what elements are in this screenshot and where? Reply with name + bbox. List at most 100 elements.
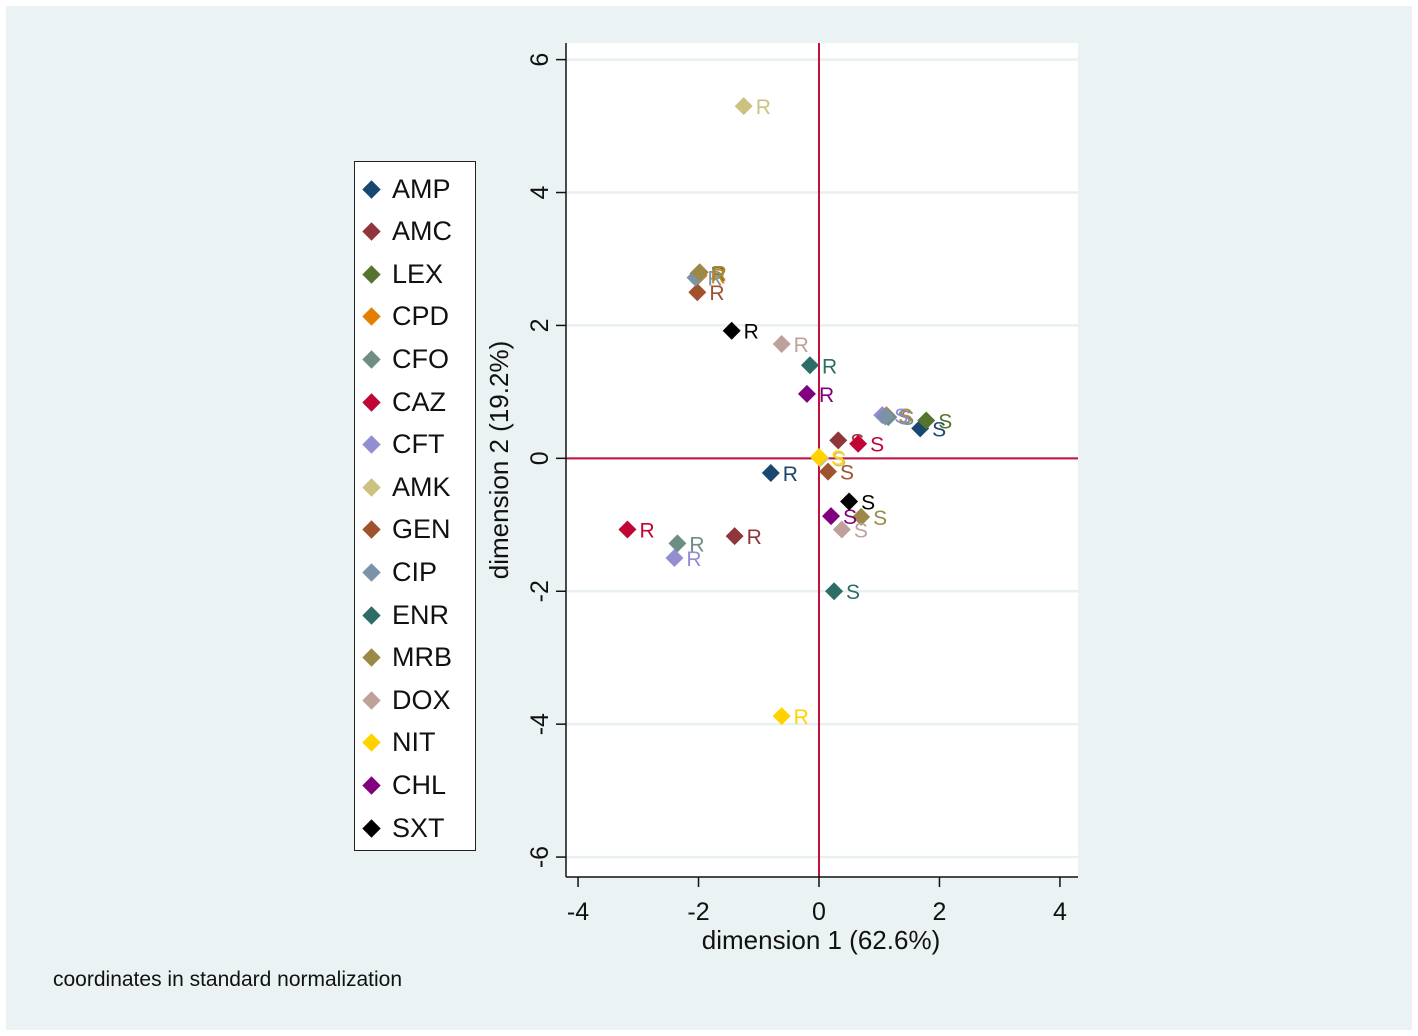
legend-label: LEX [392,258,444,289]
point-label-cip-r: R [708,268,723,291]
point-label-enr-s: S [846,581,860,604]
point-nit-s [809,448,828,467]
legend-item-sxt: SXT [361,813,445,843]
legend-marker [362,818,381,838]
point-cft-r [665,549,684,568]
point-dox-r [772,335,791,354]
point-label-lex-s: S [938,410,952,433]
point-label-caz-s: S [870,434,884,457]
legend-label: CPD [392,301,450,332]
point-lex-s [917,411,936,430]
point-label-mrb-r: R [712,262,727,285]
legend-item-amk: AMK [361,472,451,502]
legend-marker [362,435,381,454]
y-tick-label: 0 [526,451,554,465]
point-caz-r [618,520,637,539]
legend-item-amp: AMP [361,174,451,204]
point-label-chl-s: S [843,506,857,529]
legend-item-gen: GEN [361,514,451,545]
legend-label: CAZ [392,386,446,417]
legend-item-chl: CHL [361,770,446,800]
legend-marker [362,264,381,284]
axes: -6 -4 -2 0 2 4 6 -4 -2 0 2 4 [526,43,1078,926]
point-enr-s [825,582,844,601]
point-label-nit-r: R [794,706,809,729]
legend-item-nit: NIT [361,727,436,758]
legend-label: CFO [392,343,449,374]
legend-label: ENR [392,599,450,630]
legend-item-amc: AMC [361,216,452,247]
point-gen-r [688,283,707,302]
point-amc-s [829,431,848,450]
legend-item-mrb: MRB [361,642,452,673]
legend-label: CFT [392,429,445,460]
point-label-amc-r: R [747,526,762,549]
point-label-gen-r: R [709,282,724,305]
legend-marker [362,179,381,199]
point-label-cft-r: R [686,548,701,571]
legend-item-caz: CAZ [361,387,446,417]
point-amk-r [734,97,753,116]
legend-item-cfo: CFO [361,344,449,374]
point-label-mrb-s: S [873,507,887,530]
point-label-sxt-s: S [861,492,875,515]
point-label-enr-r: R [822,355,837,378]
point-amc-r [725,527,744,546]
point-label-dox-s: S [854,519,868,542]
point-label-cft-s: S [894,405,908,428]
legend-marker [362,520,381,539]
point-label-caz-r: R [639,519,654,542]
point-mrb-r [690,263,709,282]
legend-label: AMK [392,471,451,502]
legend-marker [362,733,381,752]
point-amp-r [761,463,780,482]
point-label-amk-r: R [756,96,771,119]
legend-marker [362,776,381,795]
data-points: RSRSRSRSRSRSRSRSRSRSRSRSRSRSRSRS [618,96,952,729]
legend-item-dox: DOX [361,685,451,715]
point-label-cpd-s: S [898,405,912,428]
legend-marker [362,222,381,241]
point-label-cip-s: S [897,406,911,429]
point-label-lex-r: R [711,264,726,287]
legend-marker [362,648,381,667]
legend-item-lex: LEX [361,259,443,289]
legend-label: CHL [392,769,447,800]
point-label-gen-s: S [840,462,854,485]
legend-label: CIP [392,556,438,587]
legend-label: AMC [392,216,452,247]
legend-label: NIT [392,727,436,758]
y-tick-label: -4 [526,713,554,735]
legend-marker [362,392,381,412]
point-label-amk-s: S [832,448,846,471]
point-dox-s [832,520,851,539]
legend-label: DOX [392,684,451,715]
legend-item-enr: ENR [361,600,449,630]
point-label-amp-r: R [783,463,798,486]
point-label-nit-s: S [831,447,845,470]
point-label-dox-r: R [794,334,809,357]
legend-item-cip: CIP [361,557,437,587]
legend-label: AMP [392,173,451,204]
x-tick-label: 2 [933,898,947,926]
point-sxt-r [722,321,741,340]
legend-marker [362,690,381,710]
point-chl-r [797,384,816,403]
point-label-chl-r: R [819,384,834,407]
y-tick-label: -6 [526,846,554,868]
point-gen-s [819,462,838,481]
y-tick-label: 6 [526,53,554,67]
point-cip-s [876,407,895,426]
y-tick-label: -2 [526,580,554,602]
point-chl-s [822,507,841,526]
legend-marker [362,563,381,582]
point-cfo-r [668,534,687,553]
point-label-cpd-r: R [711,266,726,289]
x-tick-label: -2 [687,898,709,926]
legend-marker [362,350,381,369]
y-tick-label: 2 [526,318,554,332]
point-nit-r [772,707,791,726]
legend-label: SXT [392,812,445,843]
legend-marker [362,605,381,625]
scatter-chart: -6 -4 -2 0 2 4 6 -4 -2 0 2 4 R S R S R S R S R S R S R S R S R S R S R S… [484,43,1078,955]
